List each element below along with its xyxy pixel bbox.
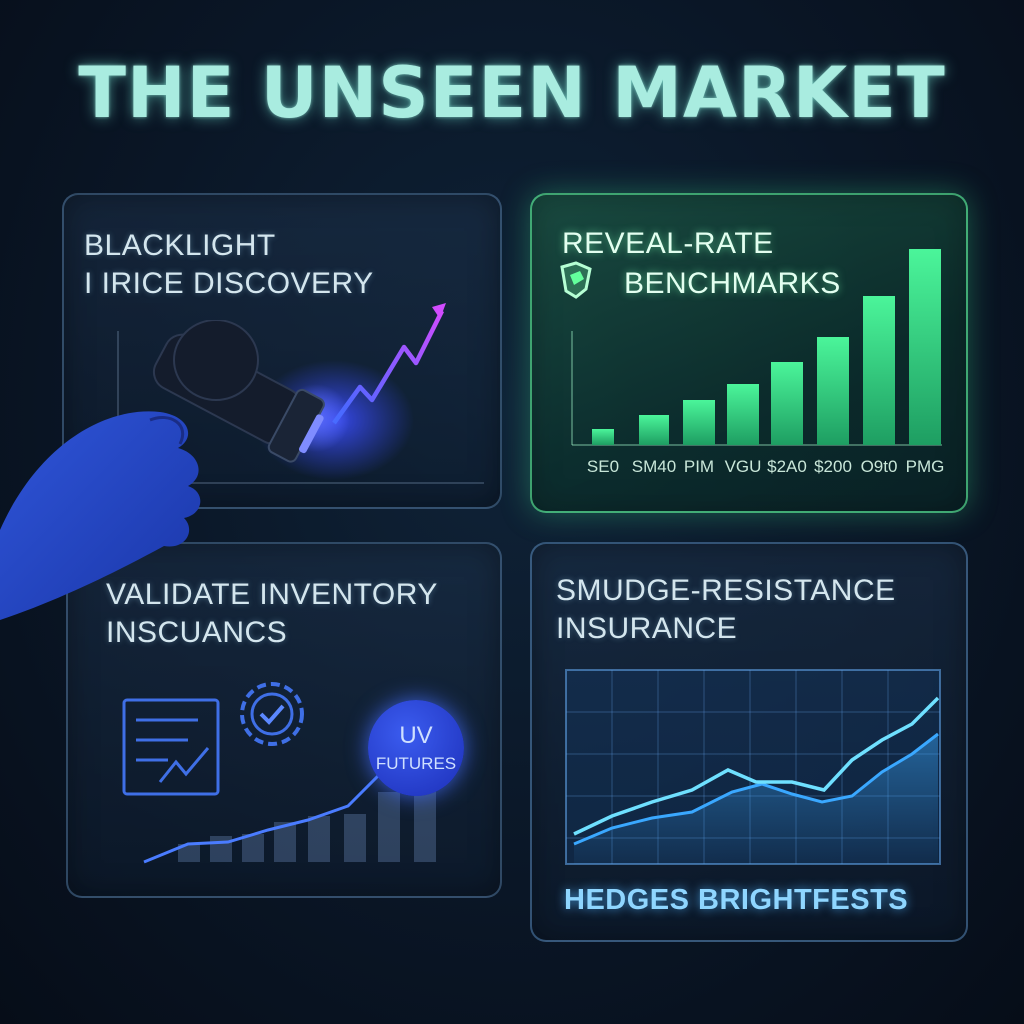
panel-reveal-rate-title-1: REVEAL-RATE [562, 227, 774, 260]
tick-label: $2A0 [767, 457, 807, 476]
page-title: THE UNSEEN MARKET [78, 52, 946, 134]
uv-badge-line2: FUTURES [375, 754, 457, 773]
panel-inventory: VALIDATE INVENTORY INSCUANCS [66, 542, 502, 898]
bar-1 [592, 429, 614, 445]
uv-trend-line [332, 309, 445, 425]
bar-5 [771, 362, 803, 445]
panel-inventory-title-2: INSCUANCS [106, 616, 288, 649]
bar-3 [683, 400, 715, 445]
panel-reveal-rate-title-2: BENCHMARKS [624, 267, 841, 300]
panel-smudge: SMUDGE-RESISTANCE INSURANCE HEDGES BRIGH… [530, 542, 968, 942]
uv-flashlight-icon [0, 320, 350, 620]
tick-label: SM40 [631, 457, 677, 476]
panel-reveal-rate: REVEAL-RATE BENCHMARKS SE0 SM40 PIM VGU … [530, 193, 968, 513]
checklist-icon [122, 698, 220, 796]
reveal-rate-bar-chart [571, 249, 942, 446]
uv-futures-badge: UV FUTURES [368, 700, 464, 796]
panel-smudge-title-1: SMUDGE-RESISTANCE [556, 574, 896, 607]
shield-icon [560, 261, 592, 299]
uv-badge-line1: UV [399, 722, 433, 749]
bar-4 [727, 384, 759, 445]
trend-arrow-icon [432, 303, 446, 319]
smudge-series-1 [573, 696, 940, 836]
tick-label: $200 [814, 457, 852, 476]
tick-label: PIM [683, 457, 715, 476]
gear-check-icon [240, 682, 304, 746]
panel-blacklight-title-2: I IRICE DISCOVERY [84, 267, 374, 300]
smudge-series-2 [573, 732, 939, 846]
tick-label: VGU [724, 457, 762, 476]
bar-7 [863, 296, 895, 445]
bar-6 [817, 337, 849, 445]
panel-smudge-title-2: INSURANCE [556, 612, 738, 645]
bar-2 [639, 415, 669, 445]
bar-8 [909, 249, 941, 445]
tick-label: SE0 [586, 457, 620, 476]
smudge-line-chart [565, 669, 941, 865]
panel-blacklight-title-1: BLACKLIGHT [84, 229, 276, 262]
tick-label: O9t0 [860, 457, 898, 476]
panel-inventory-title-1: VALIDATE INVENTORY [106, 578, 438, 611]
smudge-footer: HEDGES BRIGHTFESTS [564, 884, 909, 916]
tick-label: PMG [905, 457, 945, 476]
